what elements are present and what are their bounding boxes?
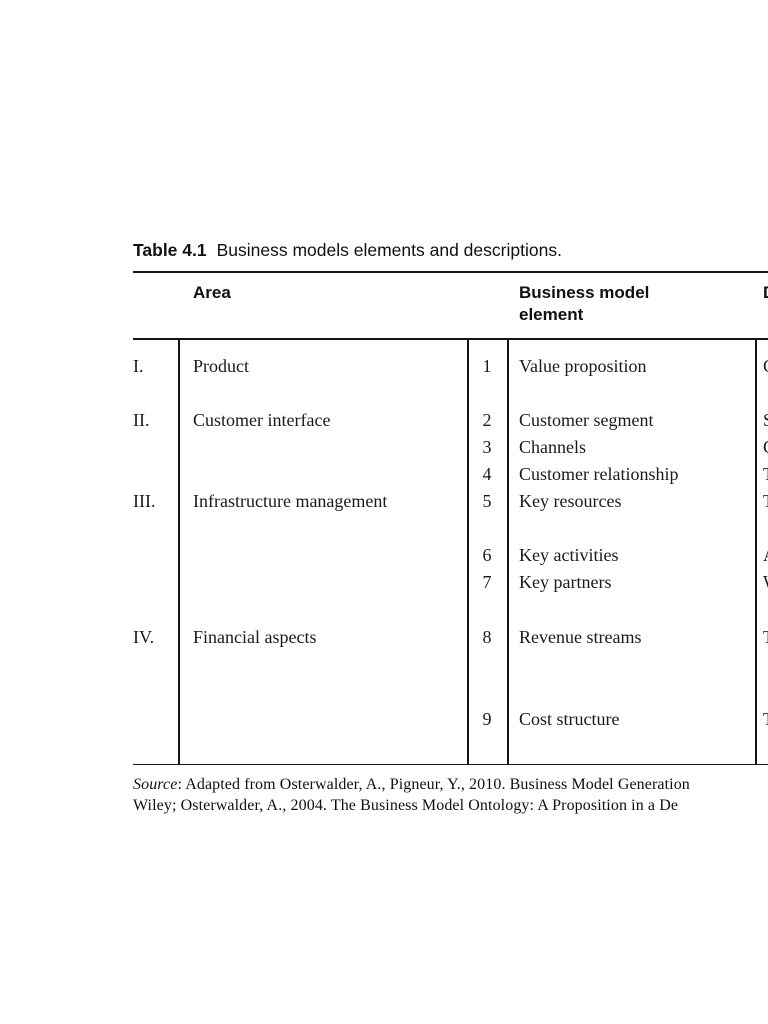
row-description-clipped: A <box>763 543 768 567</box>
column-divider-2 <box>467 339 469 764</box>
row-number: 8 <box>482 626 492 647</box>
row-number: 7 <box>482 571 492 592</box>
table-body: I. Product 1 Value proposition G II. Customer … <box>133 339 768 764</box>
row-description-clipped: T <box>763 462 768 486</box>
table-caption-text: Business models elements and description… <box>216 240 562 260</box>
source-line-1: Source: Adapted from Osterwalder, A., Pi… <box>133 775 690 796</box>
table-bottom-rule <box>133 763 768 765</box>
row-roman-numeral: II. <box>133 409 150 430</box>
column-divider-1 <box>178 339 180 764</box>
row-number: 1 <box>482 355 492 376</box>
table-row: III. Infrastructure management 5 Key resour… <box>133 489 768 513</box>
row-number: 4 <box>482 463 492 484</box>
table-header-rule <box>133 338 768 340</box>
table-row: 7 Key partners W <box>133 570 768 594</box>
row-number: 6 <box>482 544 492 565</box>
table-row: II. Customer interface 2 Customer segment S <box>133 408 768 432</box>
row-description-clipped: T <box>763 625 768 649</box>
row-element: Cost structure <box>519 708 620 729</box>
table-row: IV. Financial aspects 8 Revenue streams T <box>133 625 768 649</box>
source-label: Source <box>133 776 178 793</box>
row-element: Customer relationship <box>519 463 679 484</box>
table-row: 4 Customer relationship T <box>133 462 768 486</box>
source-line-1-text: : Adapted from Osterwalder, A., Pigneur,… <box>177 776 690 793</box>
row-area: Product <box>193 355 249 376</box>
row-area: Infrastructure management <box>193 490 388 511</box>
table-row: 3 Channels C <box>133 435 768 459</box>
source-line-2: Wiley; Osterwalder, A., 2004. The Busine… <box>133 796 679 814</box>
row-number: 3 <box>482 436 492 457</box>
table-row: I. Product 1 Value proposition G <box>133 354 768 378</box>
row-description-clipped: G <box>763 354 768 378</box>
row-element: Key activities <box>519 544 619 565</box>
row-description-clipped: S <box>763 408 768 432</box>
row-element: Channels <box>519 436 586 457</box>
row-area: Customer interface <box>193 409 331 430</box>
row-element: Value proposition <box>519 355 647 376</box>
row-area: Financial aspects <box>193 626 317 647</box>
table-row: 9 Cost structure T <box>133 707 768 731</box>
column-header-business-model-element: Business model element <box>519 283 650 324</box>
row-element: Key partners <box>519 571 612 592</box>
row-element: Customer segment <box>519 409 654 430</box>
row-element: Revenue streams <box>519 626 642 647</box>
column-header-area: Area <box>193 283 231 302</box>
row-description-clipped: T <box>763 489 768 513</box>
row-number: 2 <box>482 409 492 430</box>
table-header-row: Area Business model element D <box>133 273 768 338</box>
table-row: 6 Key activities A <box>133 543 768 567</box>
row-roman-numeral: IV. <box>133 626 155 647</box>
row-element: Key resources <box>519 490 622 511</box>
column-header-description-clipped: D <box>763 282 768 304</box>
source-note: Source: Adapted from Osterwalder, A., Pi… <box>133 775 690 816</box>
row-roman-numeral: I. <box>133 355 144 376</box>
table-caption: Table 4.1 Business models elements and de… <box>133 240 562 261</box>
column-divider-4 <box>755 339 757 764</box>
row-number: 5 <box>482 490 492 511</box>
row-description-clipped: W <box>763 570 768 594</box>
table-caption-label: Table 4.1 <box>133 240 207 260</box>
row-number: 9 <box>482 708 492 729</box>
row-description-clipped: C <box>763 435 768 459</box>
row-description-clipped: T <box>763 707 768 731</box>
table-top-rule <box>133 271 768 273</box>
business-model-table: Area Business model element D I. Product 1… <box>133 271 768 765</box>
row-roman-numeral: III. <box>133 490 156 511</box>
column-divider-3 <box>507 339 509 764</box>
